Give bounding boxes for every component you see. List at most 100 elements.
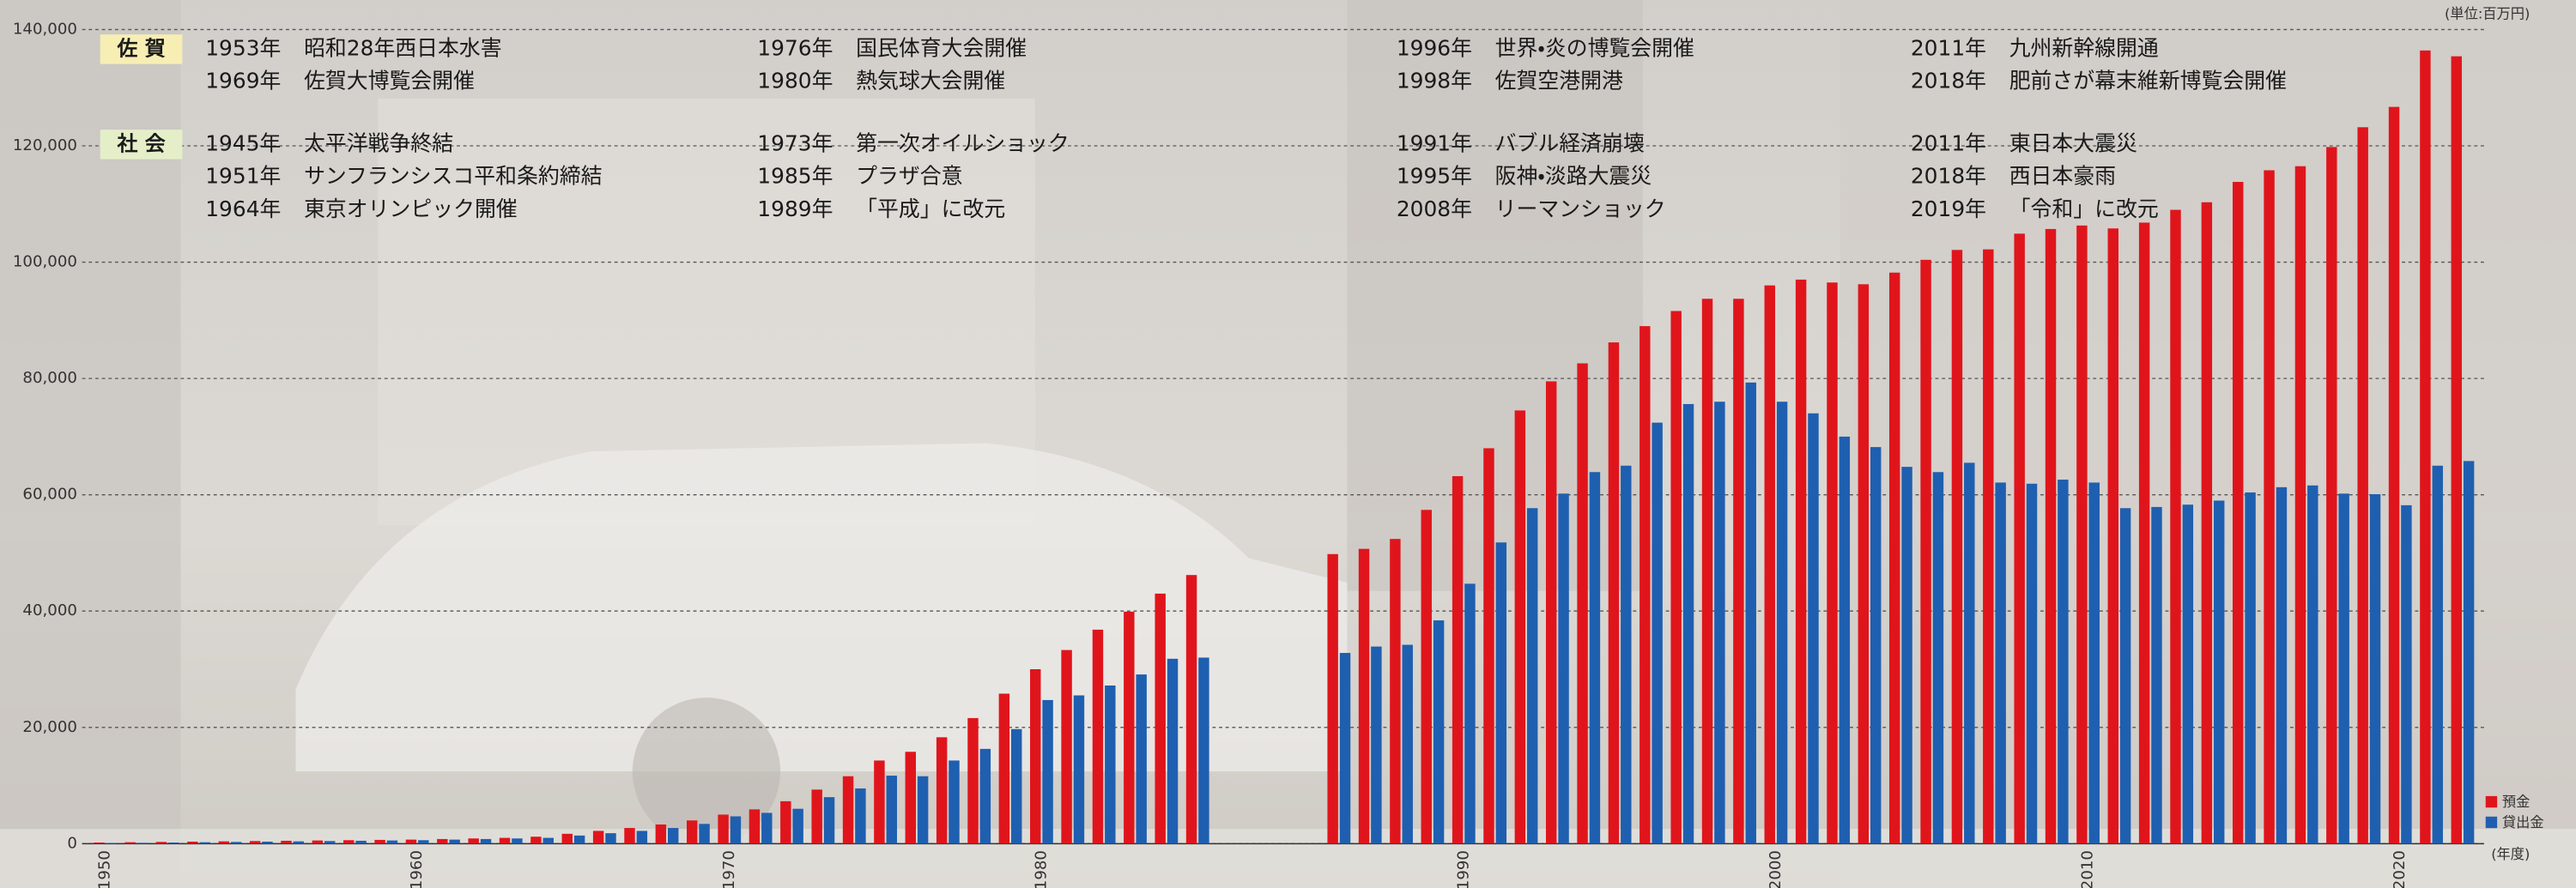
event-text: 肥前さが幕末維新博覧会開催: [2009, 69, 2287, 94]
event-text: 太平洋戦争終結: [304, 130, 453, 155]
bar: [1889, 273, 1900, 844]
event-text: 東日本大震災: [2009, 130, 2137, 155]
bar: [1074, 696, 1084, 844]
bar: [1983, 250, 1993, 844]
bar: [1609, 342, 1619, 843]
event-year: 1991年: [1397, 130, 1472, 155]
bar: [1124, 612, 1134, 843]
bar: [1870, 447, 1881, 843]
event-text: 世界・炎の博覧会開催: [1495, 35, 1694, 60]
bar: [449, 840, 459, 844]
bar: [1640, 326, 1650, 843]
bar: [468, 838, 478, 843]
chart: 020,00040,00060,00080,000100,000120,0001…: [0, 0, 2576, 888]
event-year: 1989年: [757, 196, 833, 221]
bar: [2464, 461, 2474, 843]
bar: [811, 789, 821, 843]
bar: [2420, 51, 2430, 844]
bar: [2183, 504, 2193, 843]
bar: [2264, 170, 2274, 843]
bar: [1796, 280, 1806, 843]
event-year: 1951年: [205, 164, 281, 189]
bar: [624, 828, 634, 843]
bar: [355, 841, 366, 843]
bar: [1920, 260, 1930, 844]
bar: [1765, 286, 1775, 844]
bar: [749, 809, 760, 843]
bar: [730, 816, 741, 843]
y-tick-label: 100,000: [13, 253, 77, 271]
bar: [1390, 539, 1400, 843]
event-year: 1998年: [1397, 69, 1472, 94]
y-tick-label: 80,000: [22, 369, 77, 387]
event-year: 1985年: [757, 164, 833, 189]
bar: [374, 840, 385, 843]
bar: [156, 842, 167, 843]
bar: [2014, 233, 2024, 843]
bar: [418, 840, 428, 843]
bar: [2245, 492, 2255, 843]
bar: [999, 693, 1009, 843]
bar: [2214, 500, 2224, 843]
bar: [1808, 414, 1818, 844]
bar: [918, 776, 928, 844]
event-text: 国民体育大会開催: [856, 35, 1027, 60]
bar: [324, 841, 335, 843]
y-tick-label: 0: [67, 834, 77, 852]
bar: [2338, 493, 2349, 843]
event-text: 阪神・淡路大震災: [1495, 164, 1652, 189]
bar: [1546, 382, 1556, 844]
bar: [1359, 549, 1369, 844]
x-tick-label: 1960: [408, 850, 426, 888]
bar: [1733, 299, 1743, 843]
bar: [1105, 686, 1115, 843]
bar: [2433, 466, 2443, 844]
bar: [1621, 466, 1631, 844]
bar: [2120, 508, 2131, 843]
bar: [2139, 222, 2149, 843]
bar: [1042, 700, 1052, 843]
bar: [1061, 650, 1071, 844]
bar: [824, 797, 834, 843]
legend-label: 貸出金: [2502, 814, 2544, 831]
event-year: 1964年: [205, 196, 281, 221]
x-tick-label: 2000: [1767, 850, 1785, 888]
unit-label: (単位:百万円): [2445, 6, 2530, 22]
event-year: 1995年: [1397, 164, 1472, 189]
event-text: 熱気球大会開催: [856, 69, 1005, 94]
bar: [1858, 284, 1869, 843]
bar: [1403, 645, 1413, 844]
bar: [1952, 250, 1962, 843]
bar: [2170, 210, 2180, 844]
bar: [562, 834, 573, 844]
bar: [1683, 404, 1694, 843]
bar: [1933, 472, 1943, 843]
bar: [2233, 182, 2243, 843]
bar: [980, 749, 991, 843]
bar: [1186, 575, 1197, 843]
bar: [792, 809, 803, 844]
bar: [2058, 480, 2068, 843]
event-year: 1996年: [1397, 35, 1472, 60]
x-tick-label: 2010: [2079, 850, 2097, 888]
x-tick-label: 1980: [1032, 850, 1050, 888]
bar: [2389, 107, 2399, 844]
bar: [1827, 282, 1837, 843]
bar: [294, 842, 304, 844]
bar: [2046, 229, 2056, 843]
bar: [593, 831, 603, 843]
bar: [124, 843, 135, 844]
event-year: 2018年: [1911, 164, 1986, 189]
bar: [2295, 166, 2306, 844]
bar: [500, 838, 510, 844]
x-unit-label: (年度): [2491, 846, 2530, 862]
bar: [1452, 476, 1463, 843]
bar: [1093, 630, 1103, 843]
bar: [219, 842, 229, 844]
event-year: 1953年: [205, 35, 281, 60]
bar: [1714, 402, 1724, 843]
y-tick-label: 20,000: [22, 718, 77, 736]
event-year: 1969年: [205, 69, 281, 94]
bar: [2151, 507, 2161, 843]
y-tick-label: 40,000: [22, 601, 77, 619]
